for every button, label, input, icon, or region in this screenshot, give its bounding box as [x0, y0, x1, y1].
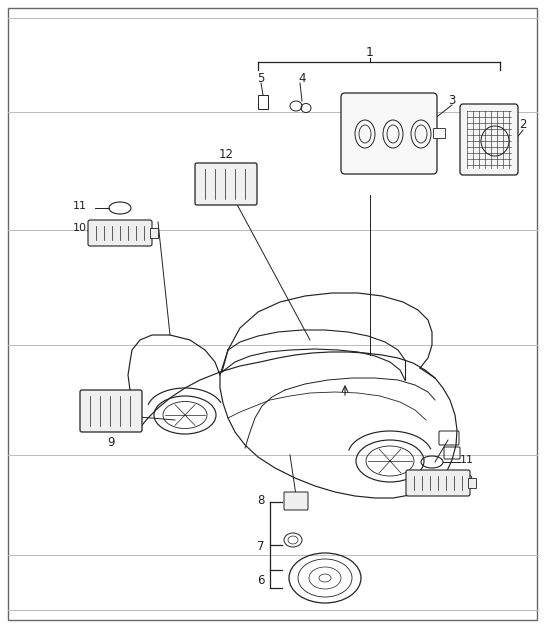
Bar	[150, 228, 158, 238]
Text: 7: 7	[257, 541, 265, 553]
FancyBboxPatch shape	[406, 470, 470, 496]
Text: 10: 10	[460, 475, 474, 485]
Text: 11: 11	[73, 201, 87, 211]
Bar	[258, 95, 268, 109]
FancyBboxPatch shape	[341, 93, 437, 174]
Text: 10: 10	[73, 223, 87, 233]
FancyBboxPatch shape	[460, 104, 518, 175]
FancyBboxPatch shape	[195, 163, 257, 205]
Text: 9: 9	[107, 436, 115, 450]
FancyBboxPatch shape	[284, 492, 308, 510]
Bar	[468, 478, 476, 488]
Text: 12: 12	[219, 148, 233, 161]
Text: 4: 4	[298, 72, 306, 85]
FancyBboxPatch shape	[80, 390, 142, 432]
Text: 1: 1	[366, 45, 374, 58]
Text: 2: 2	[519, 119, 526, 131]
Text: 6: 6	[257, 575, 265, 588]
Bar	[433, 128, 445, 138]
Text: 11: 11	[460, 455, 474, 465]
FancyBboxPatch shape	[88, 220, 152, 246]
Text: 5: 5	[257, 72, 265, 85]
Text: 3: 3	[448, 94, 456, 107]
Text: 8: 8	[258, 494, 265, 507]
